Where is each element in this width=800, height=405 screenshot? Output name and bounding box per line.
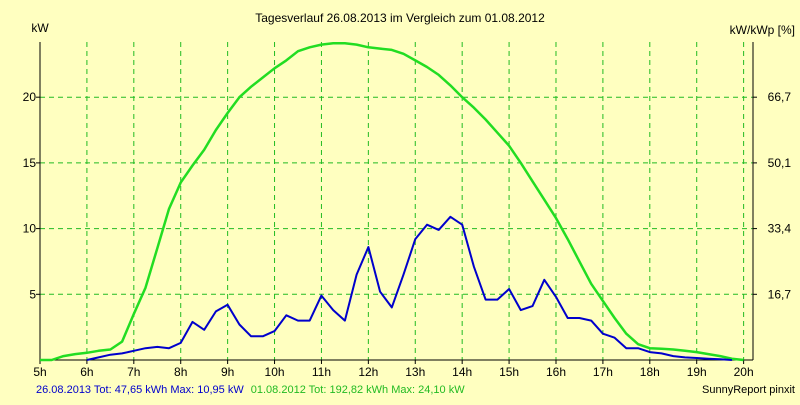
y-right-tick-label: 66,7 <box>768 90 792 104</box>
y-axis-left-ticks: 5 10 15 20 <box>23 90 40 301</box>
x-tick-label: 17h <box>593 365 613 379</box>
footer-credit: SunnyReport pinxit <box>702 384 795 396</box>
grid-lines <box>40 42 753 360</box>
y-left-tick-label: 20 <box>23 90 37 104</box>
x-tick-label: 12h <box>358 365 378 379</box>
y-right-tick-label: 50,1 <box>768 156 792 170</box>
series-line-2012 <box>40 42 744 362</box>
y-right-tick-label: 16,7 <box>768 287 792 301</box>
x-tick-label: 20h <box>734 365 754 379</box>
x-tick-label: 7h <box>127 365 140 379</box>
x-tick-label: 5h <box>33 365 46 379</box>
series-lines <box>40 42 744 362</box>
x-tick-label: 13h <box>405 365 425 379</box>
x-tick-label: 8h <box>174 365 187 379</box>
chart-title: Tagesverlauf 26.08.2013 im Vergleich zum… <box>255 11 545 25</box>
x-tick-label: 9h <box>221 365 234 379</box>
x-tick-label: 19h <box>687 365 707 379</box>
y-left-tick-label: 5 <box>29 287 36 301</box>
footer-stats: 26.08.2013 Tot: 47,65 kWh Max: 10,95 kW … <box>36 384 465 396</box>
y-left-tick-label: 10 <box>23 222 37 236</box>
plot-frame <box>39 42 754 361</box>
y-axis-left-unit: kW <box>31 21 49 35</box>
x-tick-label: 6h <box>80 365 93 379</box>
footer-stats-2012: 01.08.2012 Tot: 192,82 kWh Max: 24,10 kW <box>251 384 465 396</box>
y-left-tick-label: 15 <box>23 156 37 170</box>
x-tick-label: 15h <box>499 365 519 379</box>
x-tick-label: 18h <box>640 365 660 379</box>
x-tick-label: 14h <box>452 365 472 379</box>
x-axis-ticks: 5h 6h 7h 8h 9h 10h 11h 12h 13h 14h 15h 16h 17h 18h 19h… <box>33 360 754 379</box>
y-axis-right-unit: kW/kWp [%] <box>730 23 795 37</box>
x-tick-label: 10h <box>265 365 285 379</box>
footer-stats-2013: 26.08.2013 Tot: 47,65 kWh Max: 10,95 kW <box>36 384 244 396</box>
x-tick-label: 16h <box>546 365 566 379</box>
y-right-tick-label: 33,4 <box>768 222 792 236</box>
y-axis-right-ticks: 16,7 33,4 50,1 66,7 <box>753 90 791 301</box>
series-line-2013 <box>86 215 732 361</box>
x-tick-label: 11h <box>312 365 331 379</box>
